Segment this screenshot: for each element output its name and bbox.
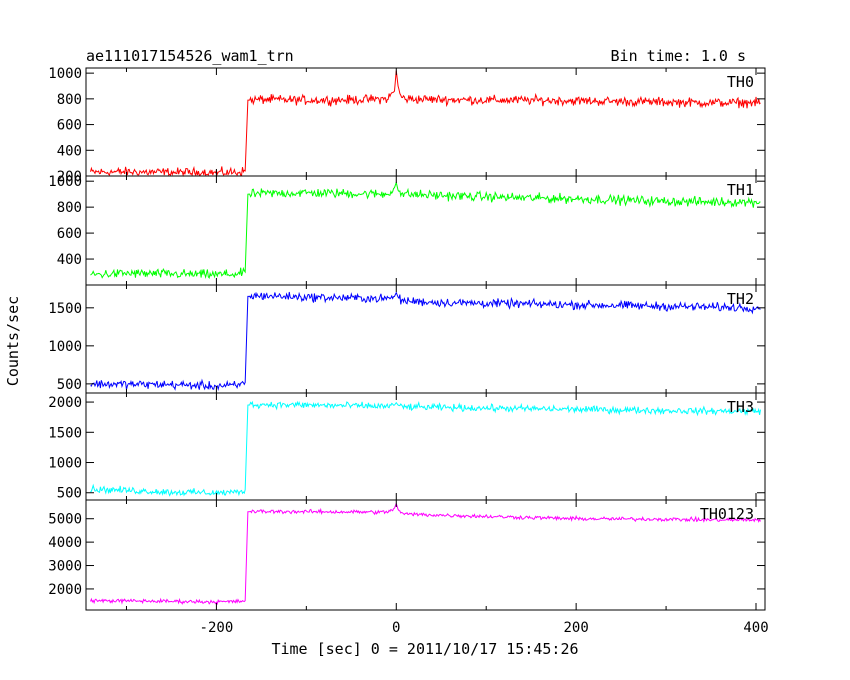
x-axis-label: Time [sec] 0 = 2011/10/17 15:45:26 bbox=[271, 640, 578, 658]
panel-th2: 500 1000 1500 TH2 bbox=[48, 284, 766, 394]
panel-th0123: 2000 3000 4000 5000 TH0123 bbox=[48, 499, 766, 611]
y-tick-label-th2: 1500 bbox=[48, 301, 82, 317]
panel-frame-th1 bbox=[85, 175, 766, 286]
x-tick-label: 0 bbox=[392, 620, 400, 636]
y-tick-label-th1: 1000 bbox=[48, 174, 82, 190]
x-tick-label: 400 bbox=[743, 620, 768, 636]
y-tick-label-th0123: 2000 bbox=[48, 582, 82, 598]
panel-label-th0123: TH0123 bbox=[700, 505, 754, 523]
panel-label-th2: TH2 bbox=[727, 290, 754, 308]
x-tick-label: 200 bbox=[563, 620, 588, 636]
y-tick-label-th0123: 4000 bbox=[48, 535, 82, 551]
panel-th3: 500 1000 1500 2000 TH3 bbox=[48, 392, 766, 502]
series-line-th1 bbox=[90, 180, 761, 280]
y-tick-label-th3: 1000 bbox=[48, 456, 82, 472]
panel-label-th0: TH0 bbox=[727, 73, 754, 91]
panel-th0: 200 400 600 800 1000 TH0 bbox=[48, 66, 766, 185]
y-tick-label-th0123: 5000 bbox=[48, 512, 82, 528]
y-tick-label-th3: 2000 bbox=[48, 395, 82, 411]
y-tick-label-th2: 1000 bbox=[48, 339, 82, 355]
y-tick-label-th0: 400 bbox=[57, 143, 82, 159]
panel-frame-th0123 bbox=[85, 499, 766, 611]
series-line-th0123 bbox=[90, 501, 761, 606]
y-tick-label-th0: 600 bbox=[57, 118, 82, 134]
chart-title: ae111017154526_wam1_trn bbox=[86, 47, 294, 65]
series-line-th2 bbox=[90, 291, 761, 392]
y-tick-label-th3: 500 bbox=[57, 486, 82, 502]
y-tick-label-th1: 800 bbox=[57, 200, 82, 216]
bin-time-label: Bin time: 1.0 s bbox=[611, 47, 746, 65]
y-axis-label: Counts/sec bbox=[4, 296, 22, 386]
panels-group: 200 400 600 800 1000 TH0 400 600 800 1000 TH1 500 10… bbox=[48, 66, 768, 636]
y-tick-label-th2: 500 bbox=[57, 377, 82, 393]
x-tick-label: -200 bbox=[200, 620, 234, 636]
y-tick-label-th0: 800 bbox=[57, 92, 82, 108]
y-tick-label-th1: 600 bbox=[57, 226, 82, 242]
y-tick-label-th0123: 3000 bbox=[48, 559, 82, 575]
panel-label-th1: TH1 bbox=[727, 181, 754, 199]
panel-frame-th2 bbox=[85, 284, 766, 394]
series-line-th3 bbox=[90, 400, 761, 497]
panel-label-th3: TH3 bbox=[727, 398, 754, 416]
y-tick-label-th0: 200 bbox=[57, 169, 82, 185]
series-line-th0 bbox=[90, 70, 761, 177]
y-tick-label-th1: 400 bbox=[57, 252, 82, 268]
y-tick-label-th0: 1000 bbox=[48, 66, 82, 82]
panel-th1: 400 600 800 1000 TH1 bbox=[48, 174, 766, 286]
panel-frame-th0 bbox=[85, 67, 766, 177]
y-tick-label-th3: 1500 bbox=[48, 425, 82, 441]
